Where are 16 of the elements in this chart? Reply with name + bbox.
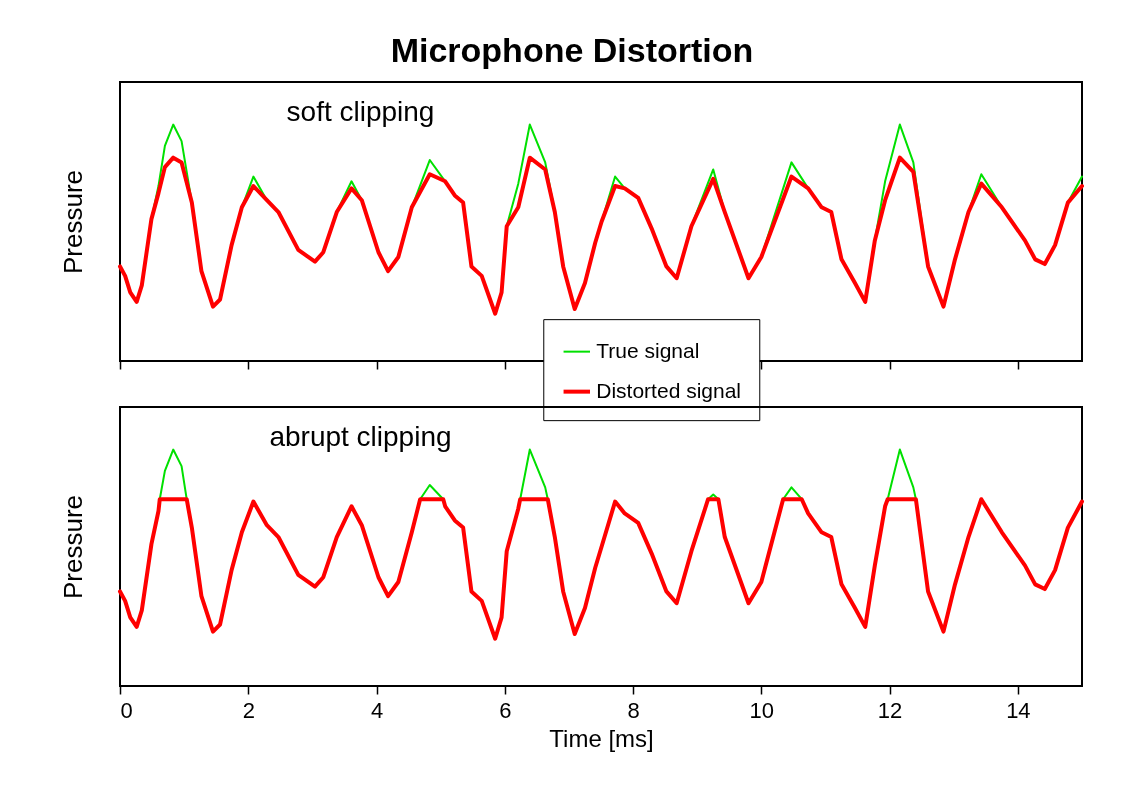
x-tick-label: 4 [370, 697, 384, 723]
x-tick-label: 0 [120, 697, 133, 723]
annotation: abrupt clipping [269, 420, 452, 452]
legend-label: True signal [596, 338, 700, 362]
y-axis-title: Pressure [57, 169, 88, 275]
x-tick-label: 10 [749, 697, 775, 723]
x-tick-label: 6 [499, 697, 512, 723]
legend-label: Distorted signal [596, 378, 742, 402]
x-tick-label: 14 [1006, 697, 1031, 723]
x-tick-label: 8 [627, 697, 640, 723]
annotation: soft clipping [286, 95, 435, 127]
x-tick-label: 12 [877, 697, 903, 723]
y-axis-title: Pressure [57, 494, 88, 600]
x-tick-label: 2 [242, 697, 255, 723]
x-axis-title: Time [ms] [549, 724, 654, 752]
chart-title: Microphone Distortion [390, 31, 754, 69]
